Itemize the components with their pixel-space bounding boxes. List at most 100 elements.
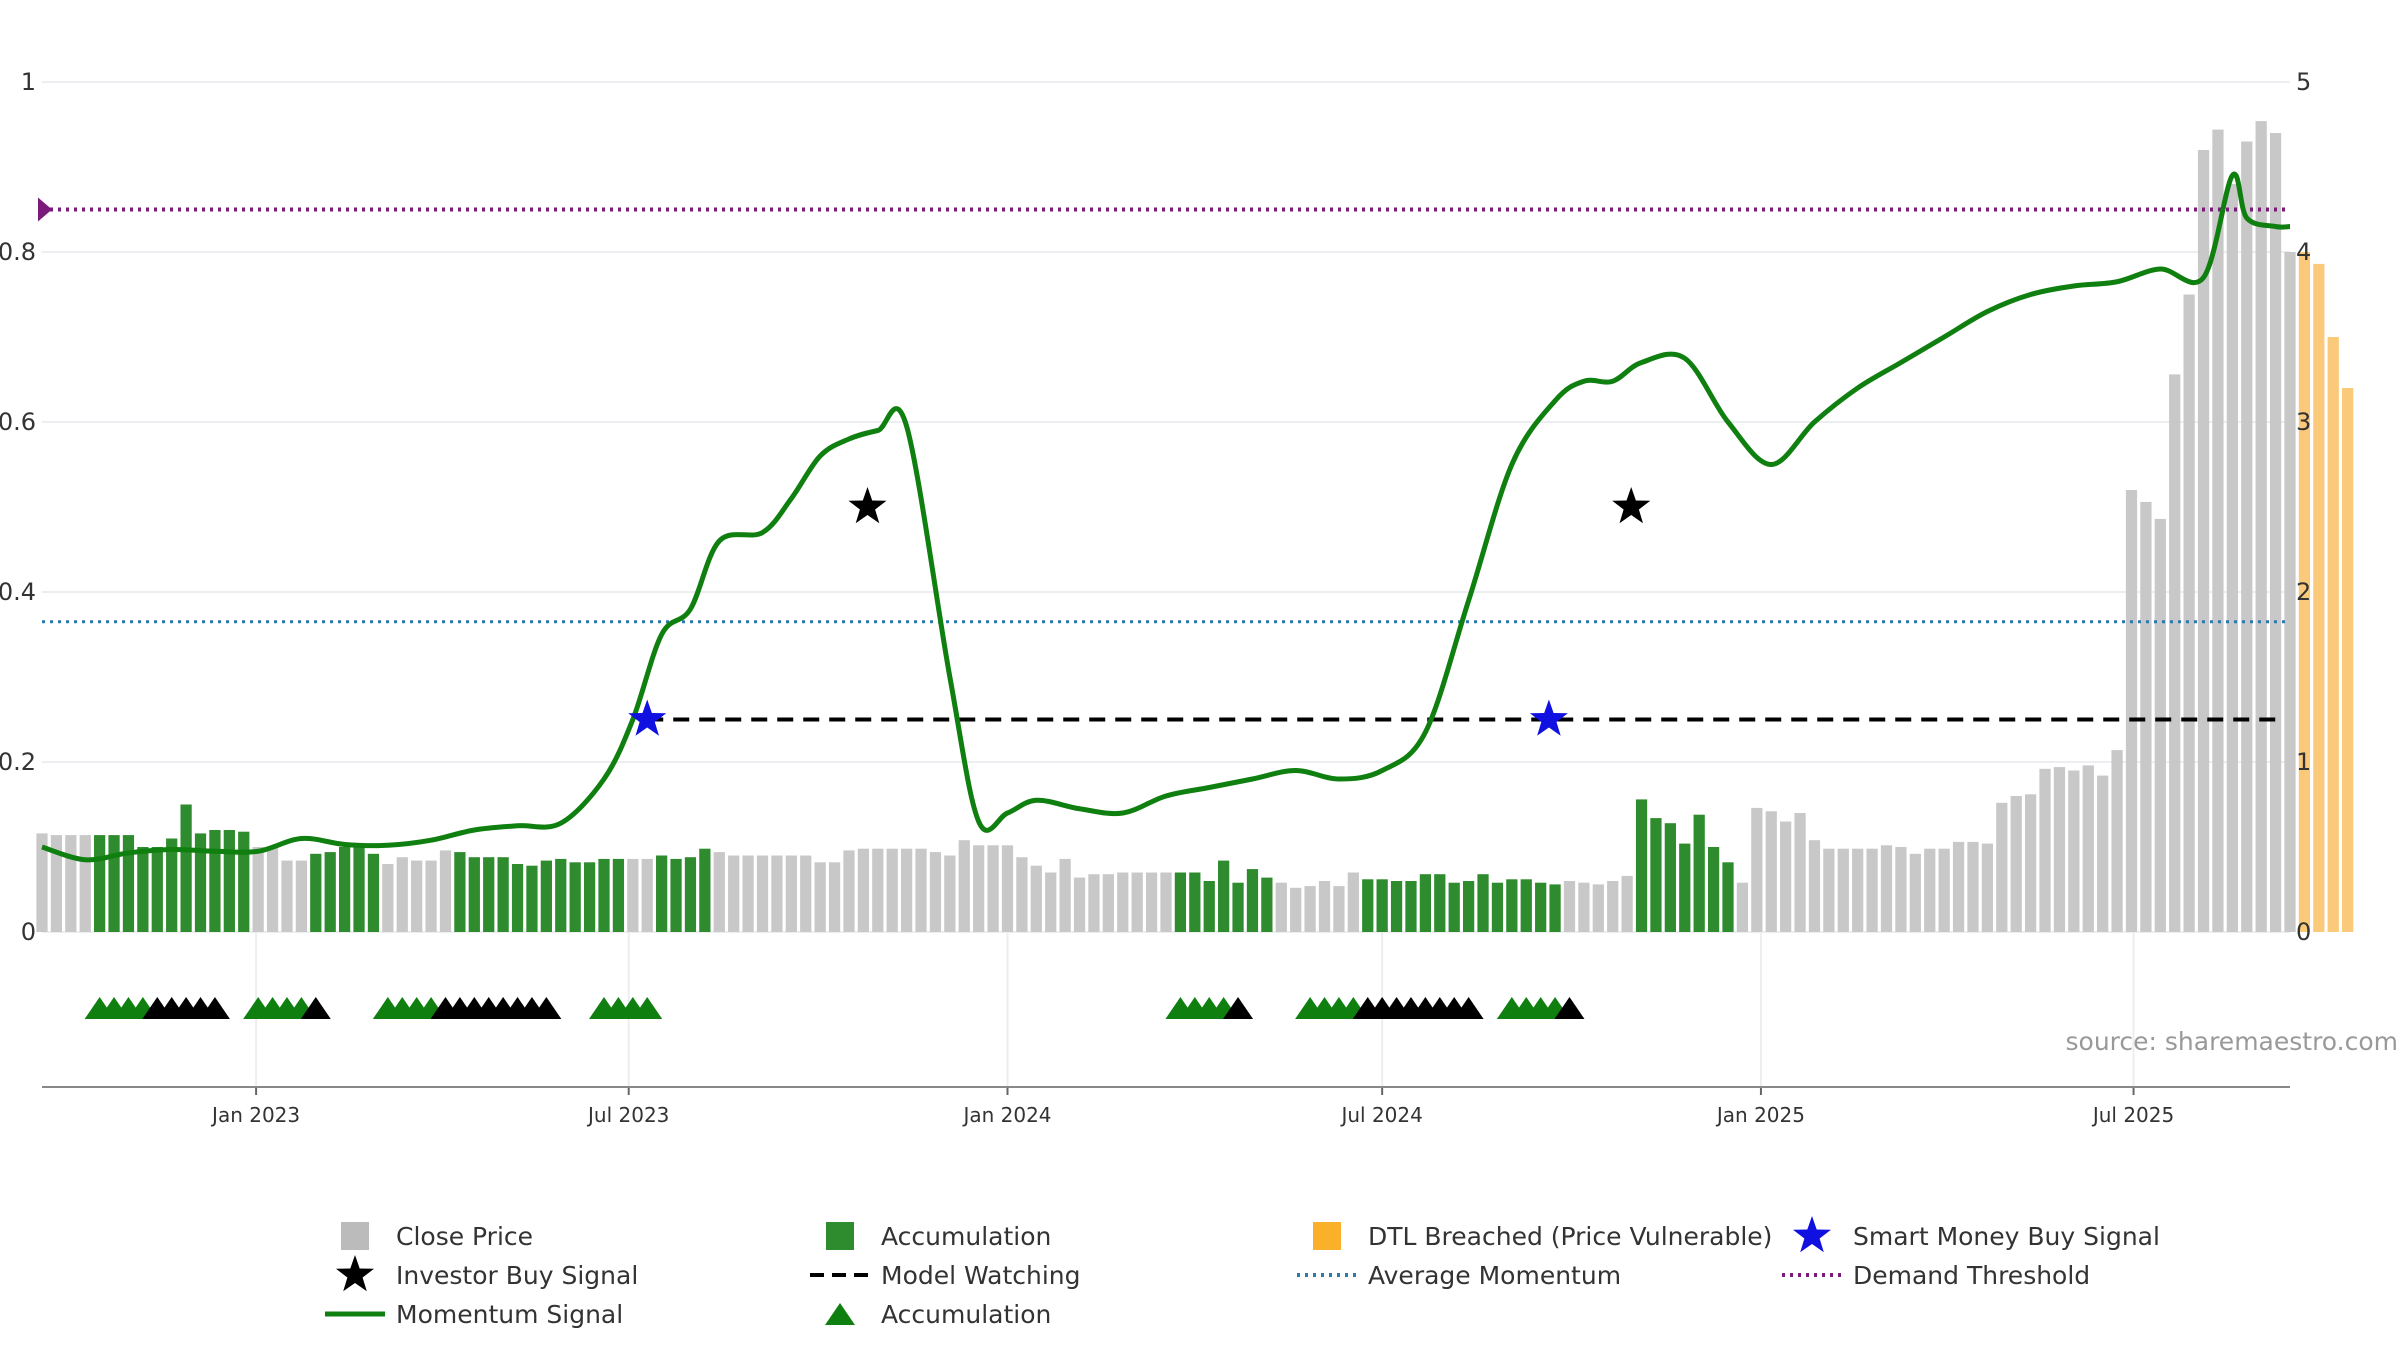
bar-dtl-breached (2313, 263, 2325, 932)
bar-accumulation (1664, 823, 1676, 932)
bar-accumulation (1376, 879, 1388, 932)
bar-close-price (800, 855, 812, 932)
bar-accumulation (1405, 881, 1417, 932)
legend-item: Momentum Signal (325, 1300, 623, 1329)
bar-close-price (886, 848, 898, 932)
bar-dtl-breached (2298, 252, 2311, 932)
bar-accumulation (699, 848, 711, 932)
bar-accumulation (310, 853, 322, 932)
bar-accumulation (468, 857, 480, 932)
bar-accumulation (454, 852, 466, 932)
bar-accumulation (1535, 882, 1547, 932)
bar-accumulation (483, 857, 495, 932)
bar-close-price (1131, 872, 1143, 932)
accumulation-triangle-black (300, 997, 331, 1019)
bar-close-price (1275, 882, 1287, 932)
bar-accumulation (656, 855, 668, 932)
bar-close-price (266, 847, 279, 932)
legend-item: Smart Money Buy Signal (1793, 1216, 2160, 1253)
bar-close-price (2183, 294, 2195, 932)
bar-close-price (1837, 848, 1849, 932)
bar-accumulation (353, 843, 365, 932)
bar-accumulation (367, 853, 380, 932)
bar-accumulation (1261, 877, 1273, 932)
bar-close-price (944, 855, 956, 932)
bar-accumulation (1520, 879, 1532, 932)
bar-close-price (2197, 150, 2210, 932)
bar-accumulation (1390, 881, 1403, 932)
x-tick-label: Jan 2024 (961, 1103, 1051, 1127)
bar-accumulation (223, 830, 235, 932)
bar-accumulation (612, 858, 625, 932)
bar-accumulation (1477, 874, 1489, 932)
legend-label: Accumulation (881, 1300, 1051, 1329)
legend-label: Average Momentum (1368, 1261, 1621, 1290)
bar-accumulation (569, 862, 581, 932)
bar-close-price (1952, 841, 1965, 932)
bar-accumulation (583, 862, 596, 932)
bar-close-price (411, 860, 423, 932)
legend-label: Smart Money Buy Signal (1853, 1222, 2160, 1251)
bar-accumulation (238, 831, 250, 932)
accumulation-markers (84, 997, 1585, 1019)
bar-close-price (2053, 767, 2066, 932)
bar-close-price (281, 860, 293, 932)
bar-close-price (1621, 875, 1633, 932)
bar-close-price (958, 840, 970, 932)
bar-close-price (382, 864, 394, 932)
bar-accumulation (1434, 874, 1446, 932)
smart-money-buy-star (1529, 699, 1568, 736)
bar-close-price (1981, 843, 1994, 932)
price-bars (36, 121, 2354, 933)
bar-close-price (843, 850, 855, 932)
legend: Close Price Accumulation DTL Breached (Pri… (325, 1216, 2160, 1329)
bar-close-price (2241, 141, 2253, 932)
bar-accumulation (151, 847, 163, 932)
bar-close-price (2255, 121, 2267, 933)
legend-swatch (341, 1222, 369, 1250)
legend-triangle-icon (825, 1303, 855, 1325)
bar-close-price (1996, 802, 2008, 932)
legend-item: Model Watching (810, 1261, 1081, 1290)
bar-close-price (1751, 807, 1763, 932)
accumulation-triangle-black (1223, 997, 1254, 1019)
bar-close-price (929, 852, 942, 932)
bar-close-price (1578, 882, 1590, 932)
bar-close-price (425, 860, 437, 932)
bar-accumulation (108, 835, 120, 932)
left-tick-label: 0.2 (0, 748, 36, 776)
bar-accumulation (670, 858, 682, 932)
x-tick-label: Jan 2023 (210, 1103, 300, 1127)
reference-lines (38, 197, 2290, 722)
bar-close-price (65, 835, 77, 932)
bar-close-price (1909, 853, 1921, 932)
bar-accumulation (1203, 881, 1215, 932)
bar-close-price (2082, 765, 2094, 932)
bar-close-price (1145, 872, 1158, 932)
bar-close-price (2169, 374, 2181, 932)
bar-close-price (2111, 750, 2123, 932)
right-tick-label: 0 (2296, 918, 2311, 946)
bar-accumulation (1419, 874, 1432, 932)
accumulation-triangle-black (1554, 997, 1585, 1019)
bar-accumulation (1232, 882, 1244, 932)
bar-close-price (1304, 886, 1316, 932)
momentum-line (41, 171, 2291, 863)
bar-accumulation (194, 833, 207, 932)
bar-close-price (50, 835, 63, 932)
bar-accumulation (180, 804, 192, 932)
bar-close-price (2284, 252, 2296, 932)
legend-label: Investor Buy Signal (396, 1261, 638, 1290)
right-tick-label: 1 (2296, 748, 2311, 776)
bar-dtl-breached (2327, 337, 2339, 932)
bar-close-price (1088, 874, 1100, 932)
bar-close-price (1823, 848, 1835, 932)
bar-accumulation (540, 860, 552, 932)
legend-item: Average Momentum (1297, 1261, 1621, 1290)
bar-close-price (396, 857, 408, 932)
x-tick-label: Jul 2025 (2091, 1103, 2174, 1127)
legend-star-icon (336, 1255, 374, 1292)
bar-accumulation (1189, 872, 1201, 932)
smart-money-buy-star (628, 699, 667, 736)
